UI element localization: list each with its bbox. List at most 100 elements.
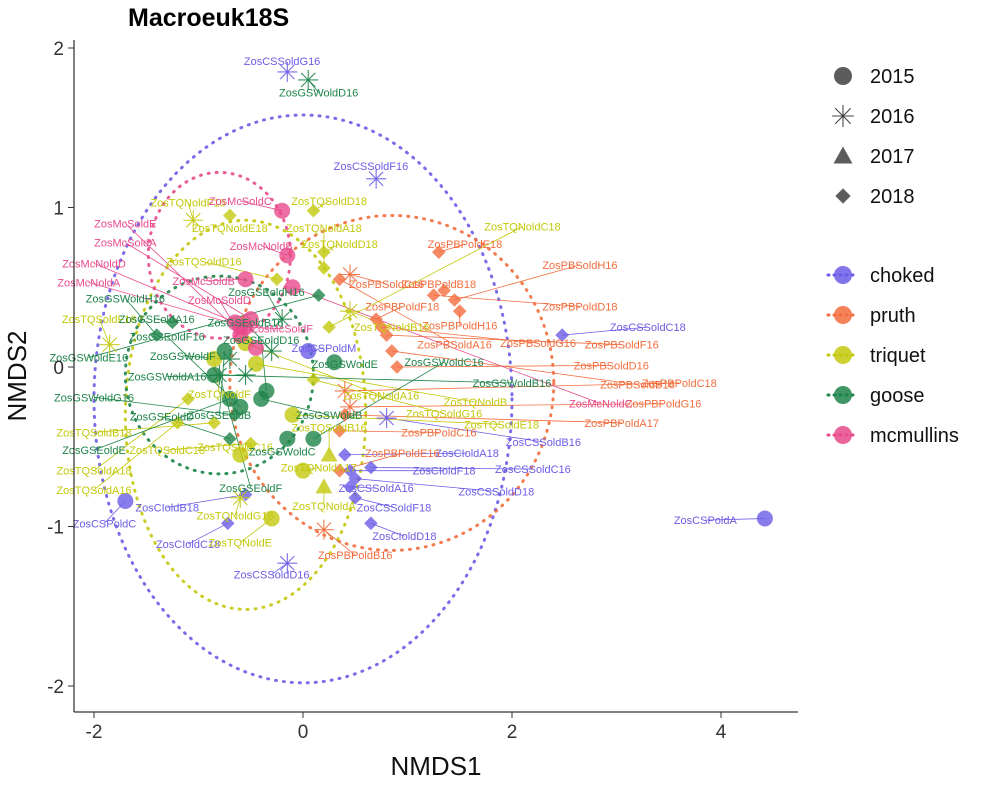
point-label-ZosGSWoldF: ZosGSWoldF — [150, 351, 216, 363]
point-ZosCIoldA18 — [338, 447, 352, 462]
point-ZosGSEoldB — [216, 343, 233, 360]
point-ZosTQSoldG16 — [306, 372, 321, 387]
leader-ZosTQNoldA16 — [245, 342, 382, 397]
point-ZosGSWoldA16 — [235, 364, 256, 385]
point-ZosCIoldD18 — [364, 516, 378, 531]
point-ZosCSSoldF18 — [348, 490, 363, 505]
legend-label-goose: goose — [870, 385, 925, 407]
point-label-ZosPBSoldH16: ZosPBSoldH16 — [542, 260, 617, 272]
point-ZosPBPoldA17 — [338, 408, 352, 422]
legend-label-2015: 2015 — [870, 66, 915, 88]
point-label-ZosTQNoldA17: ZosTQNoldA17 — [281, 462, 357, 474]
point-label-ZosGSWoldB: ZosGSWoldB — [296, 410, 362, 422]
chart-title: Macroeuk18S — [128, 4, 290, 32]
point-label-ZosTQNoldE: ZosTQNoldE — [209, 537, 273, 549]
legend-label-mcmullins: mcmullins — [870, 425, 959, 447]
legend-label-2018: 2018 — [870, 186, 915, 208]
point-ZosPBSoldA16 — [332, 272, 347, 287]
leader-ZosPBSoldA16 — [339, 278, 455, 346]
point-label-ZosGSEoldH16: ZosGSEoldH16 — [228, 287, 304, 299]
legend: 2015 2016 2017 2018 choked pruth triquet goose m… — [826, 66, 959, 447]
point-ZosTQNoldG16 — [230, 487, 251, 508]
point-label-ZosGSWoldB16: ZosGSWoldB16 — [473, 378, 552, 390]
point-label-ZosGSWoldD16: ZosGSWoldD16 — [279, 88, 358, 100]
point-ZosCIoldF18 — [343, 463, 357, 478]
point-ZosPBPoldE18 — [432, 245, 446, 259]
x-tick-label-4: 4 — [716, 722, 727, 743]
point-ZosTQSoldE18 — [284, 406, 301, 423]
point-ZosGSEoldE — [221, 390, 238, 407]
leader-ZosGSWoldG16 — [93, 396, 236, 416]
point-label-ZosGSWoldG16: ZosGSWoldG16 — [54, 392, 134, 404]
leader-ZosPBPoldA17 — [344, 414, 622, 424]
point-ZosCSSoldC16 — [364, 460, 378, 475]
point-ZosTQSoldF16 — [99, 334, 120, 355]
point-label-ZosGSWoldE: ZosGSWoldE — [312, 359, 378, 371]
leader-ZosTQSoldF16 — [98, 318, 111, 345]
point-label-ZosCSSoldG16: ZosCSSoldG16 — [244, 56, 320, 68]
point-ZosGSEoldA16 — [165, 315, 180, 330]
point-label-ZosMcSoldD: ZosMcSoldD — [188, 295, 251, 307]
leader-ZosCSSoldC16 — [370, 467, 533, 470]
point-ZosPBPoldC18 — [334, 380, 355, 401]
point-ZosGSWoldG16 — [228, 408, 242, 422]
legend-label-2016: 2016 — [870, 106, 915, 128]
point-label-ZosTQNoldD18: ZosTQNoldD18 — [301, 239, 377, 251]
legend-key-triquet — [834, 346, 852, 364]
point-label-ZosGSEoldD: ZosGSEoldD — [130, 411, 194, 423]
point-ZosTQNoldF16 — [183, 210, 204, 231]
point-label-ZosTQSoldB18: ZosTQSoldB18 — [56, 427, 131, 439]
point-label-ZosTQSoldB16: ZosTQSoldB16 — [292, 423, 367, 435]
point-ZosCSPoldC — [117, 492, 134, 509]
leader-ZosTQSoldD16 — [203, 261, 277, 280]
point-label-ZosTQSoldG16: ZosTQSoldG16 — [406, 408, 482, 420]
point-label-ZosPBPoldB18: ZosPBPoldB18 — [402, 279, 477, 291]
point-label-ZosGSWoldC16: ZosGSWoldC16 — [404, 357, 483, 369]
point-label-ZosTQNoldA18: ZosTQNoldA18 — [286, 223, 362, 235]
leader-ZosGSWoldE16 — [88, 294, 319, 358]
legend-key-pruth — [834, 306, 852, 324]
point-label-ZosTQSoldC18: ZosTQSoldC18 — [129, 445, 205, 457]
point-label-ZosCSSoldA16: ZosCSSoldA16 — [339, 483, 414, 495]
leader-ZosMcNoldA — [88, 282, 246, 328]
legend-label-choked: choked — [870, 265, 935, 287]
leader-ZosCIoldD18 — [370, 522, 405, 537]
point-label-ZosPBSoldD16: ZosPBSoldD16 — [574, 360, 649, 372]
point-ZosPBPoldD18 — [426, 288, 441, 303]
leader-ZosGSWoldB16 — [214, 374, 513, 384]
point-label-ZosMcSoldA: ZosMcSoldA — [94, 238, 157, 250]
point-ZosPBSoldB16 — [385, 344, 399, 358]
point-label-ZosTQNoldA: ZosTQNoldA — [292, 501, 356, 513]
point-ZosCSSoldA16 — [343, 479, 357, 494]
leader-ZosGSEoldE — [93, 398, 230, 451]
point-label-ZosMcSoldF: ZosMcSoldF — [251, 324, 313, 336]
point-ZosGSWoldB16 — [206, 366, 223, 383]
point-label-ZosTQSoldC16: ZosTQSoldC16 — [197, 442, 273, 454]
leader-ZosPBPoldC16 — [339, 430, 439, 433]
leader-ZosGSEoldB — [219, 351, 226, 415]
leader-ZosGSEoldH16 — [266, 291, 283, 320]
point-ZosCSSoldB16 — [376, 408, 397, 429]
x-tick-label-0: 0 — [298, 722, 309, 743]
point-ZosTQNoldB16 — [340, 301, 361, 322]
point-ZosTQSoldA18 — [181, 392, 195, 406]
point-ZosGSEoldB16 — [261, 341, 282, 362]
legend-label-triquet: triquet — [870, 345, 926, 367]
leader-ZosTQSoldE18 — [292, 414, 502, 425]
point-label-ZosMcNoldB: ZosMcNoldB — [230, 241, 293, 253]
point-label-ZosPBPoldE16: ZosPBPoldE16 — [365, 448, 440, 460]
ticks-layer: -2 0 2 4 -2 -1 0 1 2 — [47, 39, 727, 743]
leader-ZosTQSoldC18 — [167, 443, 251, 451]
leader-ZosCIoldB18 — [167, 494, 246, 508]
point-ZosGSWoldE16 — [311, 288, 326, 303]
point-ZosPBPoldE16 — [332, 463, 347, 478]
point-ZosGSEoldH16 — [272, 309, 293, 330]
point-label-ZosPBPoldC18: ZosPBPoldC18 — [642, 378, 717, 390]
point-ZosGSWoldE — [326, 354, 343, 371]
axes-layer — [73, 40, 798, 713]
ellipses-layer — [92, 113, 556, 685]
legend-key-choked — [834, 266, 852, 284]
point-label-ZosGSWoldA16: ZosGSWoldA16 — [128, 372, 207, 384]
point-label-ZosPBSoldG16: ZosPBSoldG16 — [500, 338, 576, 350]
point-ZosTQSoldA16 — [170, 416, 185, 430]
